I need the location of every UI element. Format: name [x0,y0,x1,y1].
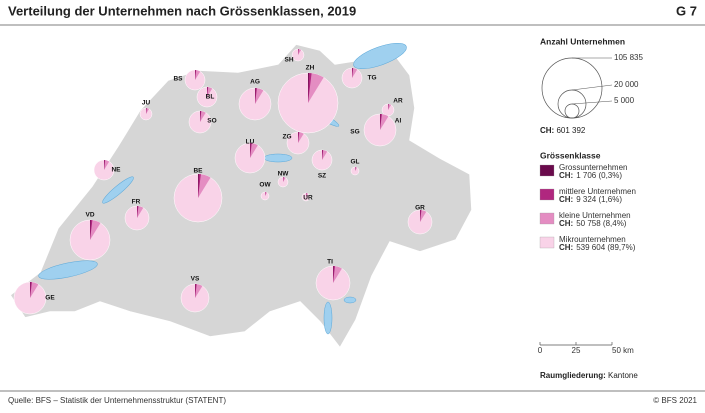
canton-label: AG [250,79,260,86]
title: Verteilung der Unternehmen nach Grössenk… [8,3,356,18]
scale-label: 0 [538,346,543,355]
size-label: 105 835 [614,53,643,62]
class-total: CH:1 706 (0,3%) [559,171,622,180]
division: Raumgliederung: Kantone [540,371,638,380]
class-title: Grössenklasse [540,150,601,160]
canton-label: VD [85,212,94,219]
scale-label: 25 [572,346,581,355]
canton-label: BL [206,94,215,101]
class-total: CH:50 758 (8,4%) [559,219,627,228]
canton-label: TI [327,259,333,266]
class-swatch [540,189,554,200]
size-circle [542,58,602,118]
map: SH ZH BS AG TG BL JU SO AR AI SG LU ZG NE SZ GL OW NW BE UR… [10,38,472,348]
canton-label: SH [284,57,293,64]
canton-label: UR [303,195,313,202]
canton-label: SZ [318,173,326,180]
country-shape [10,44,472,348]
canton-label: BS [173,76,183,83]
class-swatch [540,213,554,224]
canton-label: ZG [282,134,291,141]
source: Quelle: BFS – Statistik der Unternehmens… [8,396,226,405]
size-title: Anzahl Unternehmen [540,36,625,46]
canton-label: AI [395,118,402,125]
size-label: 5 000 [614,96,635,105]
canton-label: VS [191,276,200,283]
size-label: 20 000 [614,80,639,89]
canton-label: FR [132,199,141,206]
canton-label: BE [193,168,203,175]
canton-label: NW [278,171,290,178]
canton-label: AR [393,98,403,105]
figure-code: G 7 [676,3,697,18]
class-total: CH:539 604 (89,7%) [559,243,636,252]
copyright: © BFS 2021 [653,396,697,405]
canton-label: LU [246,139,255,146]
canton-label: ZH [306,65,315,72]
canton-label: GE [45,295,55,302]
canton-label: SO [207,118,216,125]
class-swatch [540,165,554,176]
canton-label: GR [415,205,425,212]
canton-label: GL [350,159,359,166]
size-circle [565,104,579,118]
size-total: CH: 601 392 [540,126,586,135]
legend: Anzahl Unternehmen 105 835 20 000 5 000 … [538,36,644,380]
canton-label: OW [259,182,271,189]
canton-label: SG [350,129,359,136]
canton-label: NE [111,167,121,174]
canton-label: TG [367,75,376,82]
class-total: CH:9 324 (1,6%) [559,195,622,204]
scale-label: 50 km [612,346,634,355]
class-swatch [540,237,554,248]
canton-label: JU [142,100,151,107]
